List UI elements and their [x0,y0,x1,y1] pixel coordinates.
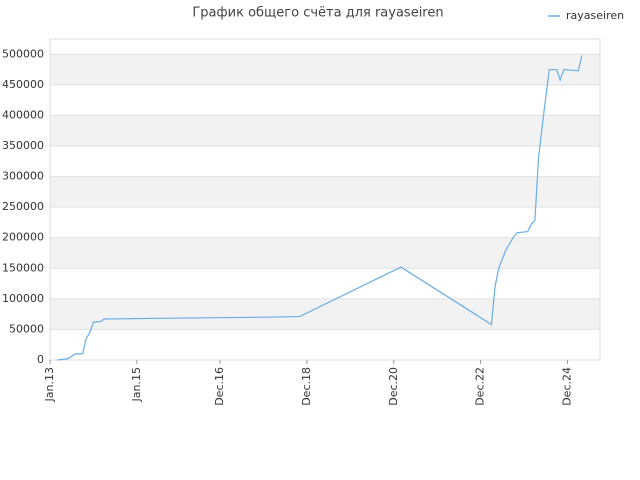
y-tick-label: 50000 [9,322,44,335]
series-line [57,55,583,361]
x-tick-label: Jan.15 [130,367,143,402]
x-tick-label: Dec.16 [213,367,226,406]
y-tick-label: 250000 [2,200,44,213]
grid-band [50,298,600,330]
grid-band [50,176,600,208]
grid-band [50,115,600,146]
y-tick-label: 100000 [2,292,44,305]
y-tick-label: 400000 [2,108,44,121]
grid-band [50,237,600,269]
x-tick-label: Dec.20 [387,367,400,406]
plot-border [49,38,601,361]
chart-title: График общего счёта для rayaseiren [192,6,443,21]
x-tick-label: Dec.24 [560,367,573,406]
x-tick-label: Dec.22 [474,367,487,406]
y-tick-label: 350000 [2,139,44,152]
y-tick-label: 450000 [2,78,44,91]
y-tick-label: 500000 [2,47,44,60]
legend-label: rayaseiren [566,9,624,22]
y-tick-label: 300000 [2,170,44,183]
y-tick-label: 200000 [2,231,44,244]
x-tick-label: Jan.13 [43,367,56,402]
x-tick-label: Dec.18 [300,367,313,406]
grid-band [50,54,600,85]
y-tick-label: 0 [37,353,44,366]
y-tick-label: 150000 [2,261,44,274]
